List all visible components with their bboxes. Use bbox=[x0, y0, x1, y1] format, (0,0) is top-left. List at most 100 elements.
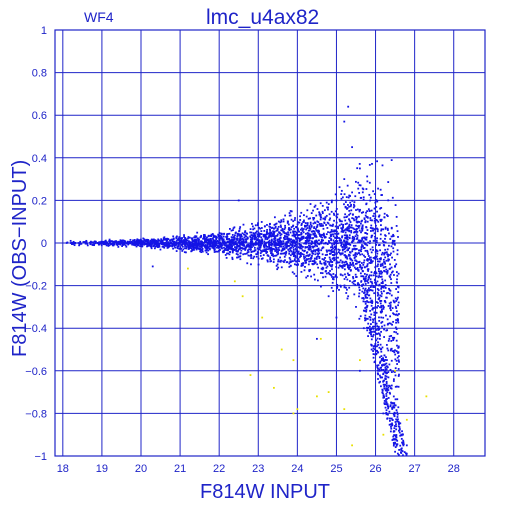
data-point bbox=[362, 300, 365, 303]
data-point bbox=[389, 322, 392, 325]
data-point bbox=[347, 266, 349, 269]
data-point bbox=[276, 229, 279, 232]
data-point bbox=[276, 249, 279, 251]
data-point bbox=[375, 199, 378, 202]
data-point-secondary bbox=[351, 444, 353, 447]
data-point bbox=[269, 222, 271, 225]
data-point bbox=[355, 209, 357, 211]
data-point bbox=[334, 232, 336, 235]
data-point bbox=[326, 250, 328, 253]
data-point bbox=[385, 362, 388, 365]
data-point bbox=[152, 241, 154, 244]
data-point bbox=[155, 245, 158, 248]
data-point bbox=[313, 226, 316, 228]
data-point bbox=[383, 212, 386, 215]
data-point bbox=[156, 241, 159, 244]
data-point bbox=[368, 242, 371, 245]
data-point bbox=[388, 302, 391, 305]
data-point bbox=[188, 236, 191, 239]
data-point bbox=[369, 219, 372, 222]
data-point bbox=[371, 162, 373, 165]
data-point bbox=[346, 222, 348, 225]
data-point bbox=[232, 239, 235, 242]
data-point bbox=[358, 286, 361, 289]
data-point bbox=[389, 307, 392, 310]
data-point bbox=[195, 235, 198, 238]
data-point bbox=[377, 343, 380, 346]
data-point bbox=[397, 355, 400, 358]
data-point bbox=[336, 230, 338, 233]
data-point bbox=[337, 256, 339, 259]
data-point bbox=[351, 213, 354, 216]
data-point bbox=[310, 275, 312, 278]
data-point bbox=[221, 250, 224, 253]
data-point bbox=[381, 325, 383, 328]
data-point bbox=[380, 228, 383, 231]
x-tick-labels: 18 19 20 21 22 23 24 25 26 27 28 bbox=[57, 463, 460, 475]
data-point bbox=[283, 248, 286, 251]
data-point bbox=[215, 246, 218, 249]
data-point bbox=[250, 253, 252, 256]
data-point bbox=[147, 241, 150, 244]
data-point bbox=[246, 237, 249, 240]
data-point bbox=[377, 367, 379, 370]
data-point bbox=[336, 261, 339, 264]
data-point bbox=[387, 371, 390, 374]
data-point bbox=[236, 243, 239, 246]
data-point bbox=[334, 229, 337, 232]
data-point bbox=[290, 228, 292, 231]
data-point bbox=[345, 237, 348, 240]
data-point bbox=[239, 258, 242, 261]
data-point bbox=[113, 242, 116, 245]
data-point bbox=[389, 263, 391, 266]
data-point bbox=[331, 281, 334, 284]
data-point bbox=[254, 235, 257, 238]
data-point bbox=[269, 256, 272, 259]
data-point bbox=[319, 262, 322, 265]
data-point bbox=[236, 237, 239, 240]
data-point bbox=[382, 392, 384, 395]
data-point bbox=[226, 246, 228, 249]
data-point bbox=[132, 244, 135, 246]
data-point bbox=[288, 238, 291, 241]
data-point bbox=[267, 255, 270, 257]
data-point bbox=[218, 239, 221, 241]
data-point bbox=[304, 262, 307, 264]
data-point bbox=[180, 248, 183, 250]
data-point bbox=[358, 317, 361, 320]
data-point bbox=[320, 249, 323, 252]
data-point bbox=[353, 201, 356, 204]
data-point bbox=[274, 246, 277, 249]
data-point bbox=[334, 258, 336, 261]
data-point bbox=[364, 283, 367, 285]
data-point bbox=[398, 449, 401, 451]
data-point bbox=[157, 238, 160, 241]
data-point bbox=[157, 239, 160, 242]
data-point bbox=[382, 228, 385, 231]
data-point bbox=[359, 249, 362, 252]
data-point bbox=[202, 243, 205, 246]
data-point bbox=[328, 241, 331, 244]
data-point bbox=[398, 360, 400, 363]
data-point bbox=[393, 259, 396, 261]
data-point bbox=[317, 247, 320, 250]
data-point bbox=[370, 335, 373, 338]
data-point bbox=[357, 282, 359, 284]
data-point bbox=[387, 255, 389, 258]
data-point bbox=[265, 231, 268, 233]
data-point bbox=[281, 247, 284, 250]
data-point bbox=[280, 259, 282, 262]
data-point bbox=[229, 241, 232, 243]
data-point bbox=[290, 218, 293, 221]
data-point bbox=[334, 248, 336, 251]
data-point bbox=[374, 215, 377, 218]
data-point bbox=[348, 236, 351, 239]
data-point bbox=[238, 227, 241, 230]
data-point bbox=[301, 249, 304, 252]
data-point bbox=[182, 240, 185, 243]
data-point bbox=[360, 240, 363, 243]
data-point bbox=[319, 202, 322, 205]
plot-frame bbox=[54, 29, 486, 457]
data-point bbox=[378, 272, 381, 275]
data-point bbox=[392, 247, 395, 250]
